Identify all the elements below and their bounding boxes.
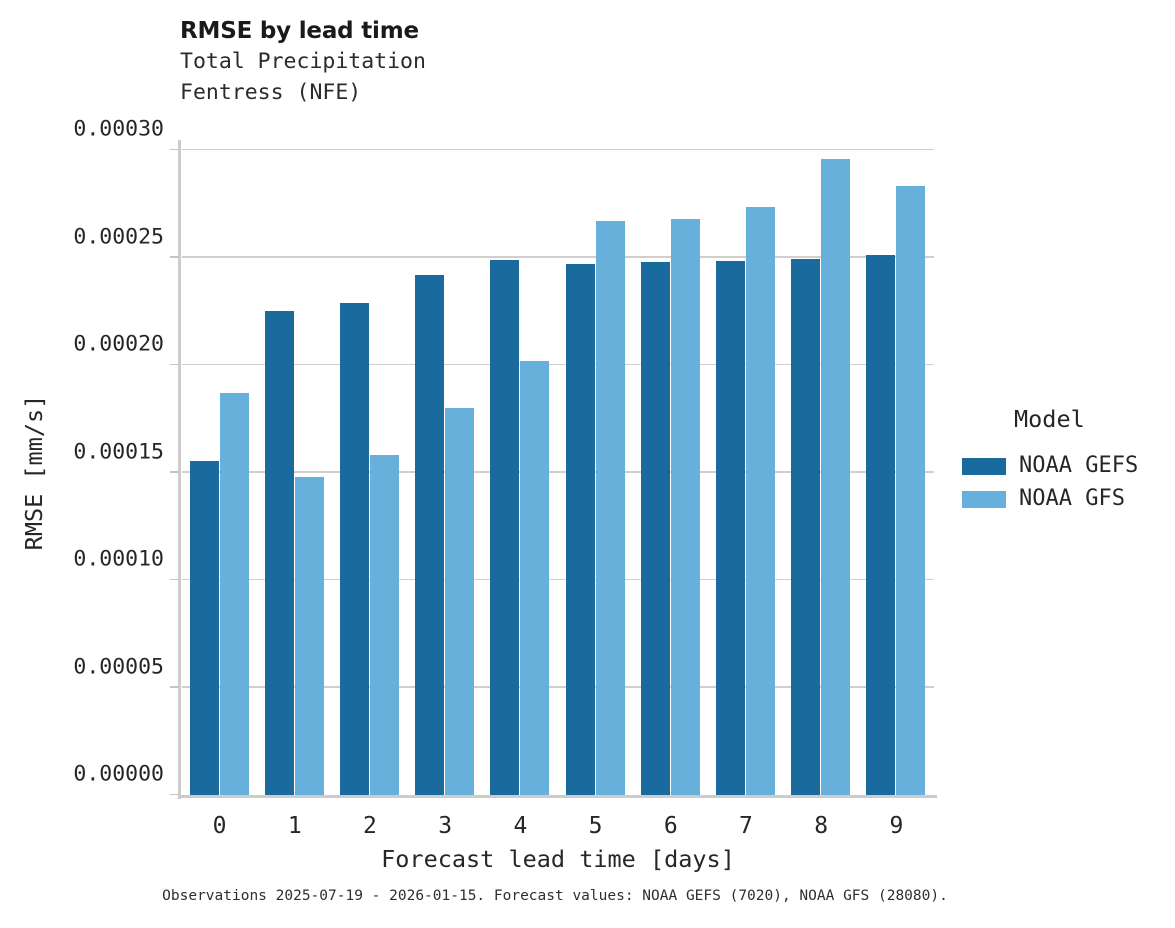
x-axis-tick-label: 7 bbox=[739, 813, 753, 839]
x-axis-spine bbox=[178, 795, 937, 798]
bar-noaa-gefs-day-8[interactable] bbox=[791, 258, 821, 795]
y-axis-tick-label: 0.00020 bbox=[73, 331, 164, 357]
bar-group: 7 bbox=[715, 150, 776, 838]
bar-group: 8 bbox=[791, 150, 851, 838]
bar-noaa-gfs-day-1[interactable] bbox=[294, 477, 324, 795]
bar-group: 5 bbox=[565, 150, 626, 838]
bar-group: 9 bbox=[866, 150, 926, 838]
bar-group: 1 bbox=[264, 150, 325, 838]
y-axis-tick-label: 0.00015 bbox=[73, 438, 164, 464]
legend-item-noaa-gfs[interactable]: NOAA GFS bbox=[962, 483, 1138, 516]
x-axis-tick-label: 2 bbox=[363, 813, 377, 839]
x-axis-tick-label: 5 bbox=[588, 813, 603, 839]
chart-subtitle-station: Fentress (NFE) bbox=[180, 80, 362, 105]
bar-noaa-gefs-day-7[interactable] bbox=[715, 261, 745, 795]
bar-noaa-gefs-day-9[interactable] bbox=[866, 255, 896, 795]
y-axis-tick bbox=[170, 578, 179, 580]
bar-noaa-gfs-day-5[interactable] bbox=[595, 221, 625, 795]
bar-group: 3 bbox=[415, 150, 475, 838]
y-axis-spine bbox=[178, 140, 181, 799]
y-axis-tick-label: 0.00010 bbox=[73, 546, 164, 572]
gridline bbox=[182, 471, 934, 473]
y-axis-tick-label: 0.00025 bbox=[73, 223, 164, 249]
legend-swatch-icon-noaa-gfs bbox=[962, 490, 1006, 508]
gridline bbox=[182, 148, 934, 150]
footer-annotation: Observations 2025-07-19 - 2026-01-15. Fo… bbox=[162, 888, 948, 904]
x-axis-tick-label: 8 bbox=[814, 813, 829, 839]
bar-noaa-gefs-day-5[interactable] bbox=[565, 263, 595, 795]
bar-noaa-gfs-day-8[interactable] bbox=[821, 159, 851, 795]
plot-area: 0.00000 0.00005 0.00010 0.00015 0.00020 0.000… bbox=[73, 118, 937, 838]
chart-subtitle-variable: Total Precipitation bbox=[180, 49, 426, 74]
x-axis-tick-label: 4 bbox=[513, 813, 528, 839]
x-axis-tick-label: 6 bbox=[663, 813, 678, 839]
bar-group: 4 bbox=[490, 150, 550, 838]
bar-noaa-gfs-day-6[interactable] bbox=[670, 219, 700, 795]
legend-label-noaa-gfs: NOAA GFS bbox=[1019, 486, 1125, 511]
bar-noaa-gefs-day-4[interactable] bbox=[490, 260, 520, 795]
bar-noaa-gefs-day-2[interactable] bbox=[339, 302, 369, 795]
legend-item-noaa-gefs[interactable]: NOAA GEFS bbox=[962, 450, 1138, 483]
bar-group: 2 bbox=[339, 150, 400, 838]
gridline bbox=[182, 363, 934, 365]
bar-noaa-gefs-day-1[interactable] bbox=[264, 311, 294, 795]
bar-noaa-gfs-day-9[interactable] bbox=[896, 185, 926, 795]
bar-noaa-gfs-day-4[interactable] bbox=[520, 360, 550, 795]
legend-swatch-icon-noaa-gefs bbox=[962, 457, 1006, 475]
y-axis-tick bbox=[170, 793, 179, 795]
y-axis-tick bbox=[170, 471, 179, 473]
x-axis-tick-label: 1 bbox=[287, 813, 302, 839]
bar-noaa-gfs-day-7[interactable] bbox=[745, 206, 776, 795]
bar-noaa-gefs-day-3[interactable] bbox=[415, 274, 445, 795]
gridline bbox=[182, 686, 934, 688]
y-axis-title: RMSE [mm/s] bbox=[20, 394, 48, 551]
y-axis-tick-label: 0.00005 bbox=[73, 653, 164, 679]
bar-group: 6 bbox=[640, 150, 701, 838]
y-axis-tick bbox=[170, 256, 179, 258]
y-axis-tick bbox=[170, 686, 179, 688]
bar-noaa-gfs-day-0[interactable] bbox=[219, 393, 249, 795]
bar-noaa-gefs-day-0[interactable] bbox=[189, 461, 219, 795]
bar-noaa-gfs-day-3[interactable] bbox=[445, 408, 475, 795]
title-block: RMSE by lead time Total Precipitation Fe… bbox=[180, 16, 880, 108]
x-axis-tick-label: 0 bbox=[212, 813, 227, 839]
legend-label-noaa-gefs: NOAA GEFS bbox=[1019, 453, 1139, 478]
y-axis-tick bbox=[170, 148, 179, 150]
x-axis-title: Forecast lead time [days] bbox=[381, 845, 735, 873]
bar-noaa-gfs-day-2[interactable] bbox=[369, 455, 400, 795]
x-axis-tick-label: 9 bbox=[889, 813, 904, 839]
chart-title: RMSE by lead time bbox=[180, 18, 419, 44]
y-axis-tick-label: 0.00000 bbox=[73, 761, 164, 787]
legend: Model NOAA GEFS NOAA GFS bbox=[962, 405, 1138, 516]
y-axis-tick bbox=[170, 363, 179, 365]
gridline bbox=[182, 256, 934, 258]
legend-title: Model bbox=[1014, 405, 1085, 433]
bar-noaa-gefs-day-6[interactable] bbox=[640, 262, 670, 795]
y-axis-tick-label: 0.00030 bbox=[73, 116, 164, 142]
bar-group: 0 bbox=[189, 150, 250, 838]
gridline bbox=[182, 578, 934, 580]
x-axis-tick-label: 3 bbox=[438, 813, 453, 839]
